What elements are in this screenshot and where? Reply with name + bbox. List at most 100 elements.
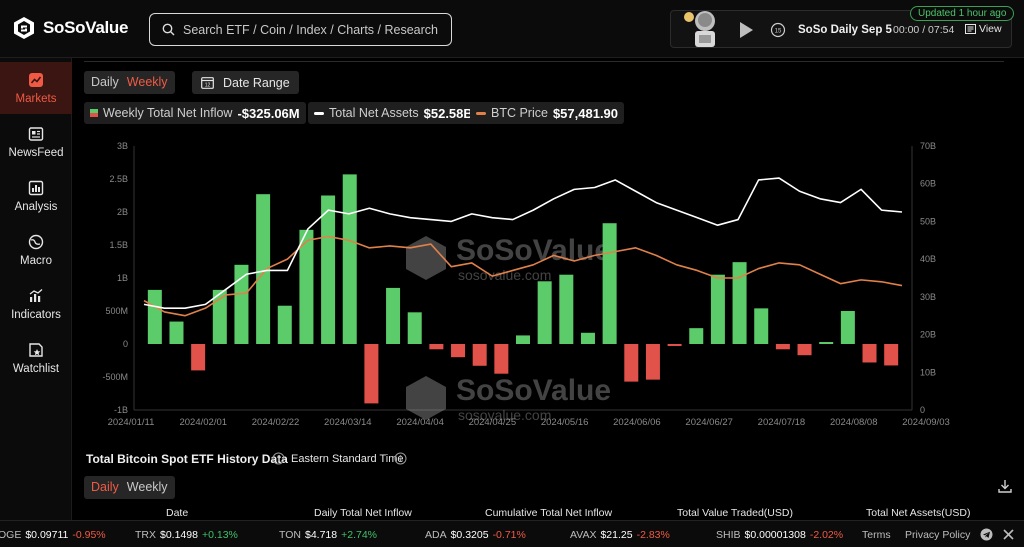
svg-text:SoSoValue: SoSoValue (456, 374, 611, 407)
inflow-bar (819, 342, 834, 344)
ticker-price: $0.09711 (25, 529, 69, 541)
inflow-bar (775, 344, 790, 350)
ticker-item[interactable]: ADA $0.3205 -0.71% (425, 529, 526, 541)
calendar-icon: 12 (201, 77, 214, 89)
legend-btc-price[interactable]: BTC Price $57,481.90 (470, 102, 625, 124)
inflow-bar (602, 223, 617, 344)
ticker-price: $0.00001308 (744, 529, 806, 541)
inflow-bar (862, 344, 877, 363)
search-input[interactable] (183, 22, 443, 37)
inflow-bar (169, 321, 184, 344)
date-range-button[interactable]: 12 Date Range (192, 71, 299, 94)
inflow-bar (299, 229, 314, 344)
ticker-price: $4.718 (304, 529, 338, 541)
sidebar-item-markets[interactable]: Markets (0, 62, 72, 114)
sidebar-item-newsfeed[interactable]: NewsFeed (0, 116, 72, 168)
date-range-label: Date Range (223, 75, 290, 90)
inflow-bar (494, 344, 509, 374)
legend-swatch (476, 111, 486, 115)
x-tick-label: 2024/06/27 (685, 417, 733, 428)
inflow-bar (732, 262, 747, 344)
history-table-header: Date Daily Total Net Inflow Cumulative T… (76, 504, 1012, 520)
terms-link[interactable]: Terms (862, 529, 891, 541)
ticker-symbol: AVAX (570, 529, 597, 541)
episode-title[interactable]: SoSo Daily Sep 5 (798, 24, 892, 36)
inflow-bar (429, 344, 444, 350)
legend-value: $52.58B (423, 105, 473, 121)
sidebar-item-indicators[interactable]: Indicators (0, 278, 72, 330)
logo[interactable]: SoSoValue (12, 16, 128, 40)
search-icon (162, 23, 175, 36)
ticker-item[interactable]: TRX $0.1498 +0.13% (135, 529, 238, 541)
y-tick-label-left: 1.5B (109, 240, 128, 250)
x-twitter-icon[interactable] (1002, 528, 1015, 541)
legend-net-inflow[interactable]: Weekly Total Net Inflow -$325.06M (84, 102, 306, 124)
y-tick-label-left: 0 (123, 339, 128, 349)
column-header[interactable]: Cumulative Total Net Inflow (485, 507, 613, 519)
history-weekly-option[interactable]: Weekly (126, 480, 168, 494)
ticker-item[interactable]: SHIB $0.00001308 -2.02% (716, 529, 843, 541)
inflow-bar (342, 174, 357, 344)
sidebar-item-watchlist[interactable]: Watchlist (0, 332, 72, 384)
view-button[interactable]: View (965, 23, 1002, 35)
inflow-bar (407, 312, 422, 344)
sidebar-item-macro[interactable]: Macro (0, 224, 72, 276)
column-header[interactable]: Total Net Assets(USD) (866, 507, 971, 519)
inflow-bar (386, 287, 401, 344)
ticker-item[interactable]: AVAX $21.25 -2.83% (570, 529, 670, 541)
privacy-policy-link[interactable]: Privacy Policy (905, 529, 971, 541)
inflow-bar (754, 308, 769, 344)
sidebar-label: NewsFeed (8, 146, 64, 159)
telegram-icon[interactable] (980, 528, 993, 541)
y-tick-label-right: 50B (920, 216, 936, 226)
net-assets-line (143, 177, 903, 309)
column-header[interactable]: Date (166, 507, 189, 519)
ticker-symbol: OGE (0, 529, 22, 541)
history-period-toggle: Daily Weekly (84, 476, 175, 499)
inflow-bar (277, 305, 292, 344)
search-box[interactable] (149, 13, 452, 46)
y-tick-label-left: -500M (102, 372, 128, 382)
ticker-item[interactable]: TON $4.718 +2.74% (279, 529, 377, 541)
svg-text:12: 12 (205, 83, 211, 89)
etf-flow-chart[interactable]: -1B -500M 0 500M 1B 1.5B 2B 2.5B 3B 0 10B 20B 30B 40B… (76, 128, 1012, 428)
ticker-change: +0.13% (201, 529, 238, 541)
info-icon[interactable] (394, 452, 407, 465)
svg-text:15: 15 (775, 29, 782, 35)
updated-badge: Updated 1 hour ago (910, 6, 1015, 21)
y-tick-label-left: 500M (105, 306, 128, 316)
download-icon[interactable] (998, 479, 1012, 493)
play-button[interactable] (737, 21, 755, 39)
globe-icon (28, 234, 44, 249)
period-toggle: Daily Weekly (84, 71, 175, 94)
avatar (684, 11, 715, 47)
sidebar-label: Watchlist (12, 362, 60, 375)
sidebar-item-analysis[interactable]: Analysis (0, 170, 72, 222)
info-icon[interactable] (272, 452, 285, 465)
column-header[interactable]: Daily Total Net Inflow (314, 507, 412, 519)
inflow-bar (256, 194, 271, 344)
y-tick-label-right: 0 (920, 405, 925, 415)
view-label: View (979, 23, 1002, 35)
x-tick-label: 2024/09/03 (902, 417, 950, 428)
legend-label: Total Net Assets (329, 106, 419, 120)
ticker-change: -0.71% (492, 529, 526, 541)
column-header[interactable]: Total Value Traded(USD) (677, 507, 793, 519)
period-weekly-option[interactable]: Weekly (126, 75, 168, 89)
period-daily-option[interactable]: Daily (91, 75, 119, 89)
inflow-bar (212, 289, 227, 344)
inflow-bar (840, 311, 855, 344)
ticker-price: $0.3205 (450, 529, 489, 541)
y-tick-label-right: 70B (920, 141, 936, 151)
legend-net-assets[interactable]: Total Net Assets $52.58B (308, 102, 479, 124)
history-daily-option[interactable]: Daily (91, 480, 119, 494)
inflow-bar (559, 274, 574, 344)
indicators-icon (29, 288, 43, 302)
ticker-symbol: ADA (425, 529, 447, 541)
skip-15-button[interactable]: 15 (770, 22, 786, 38)
inflow-bar (321, 195, 336, 344)
ticker-item[interactable]: OGE $0.09711 -0.95% (0, 529, 106, 541)
inflow-bar (884, 344, 899, 366)
inflow-bar (710, 274, 725, 344)
